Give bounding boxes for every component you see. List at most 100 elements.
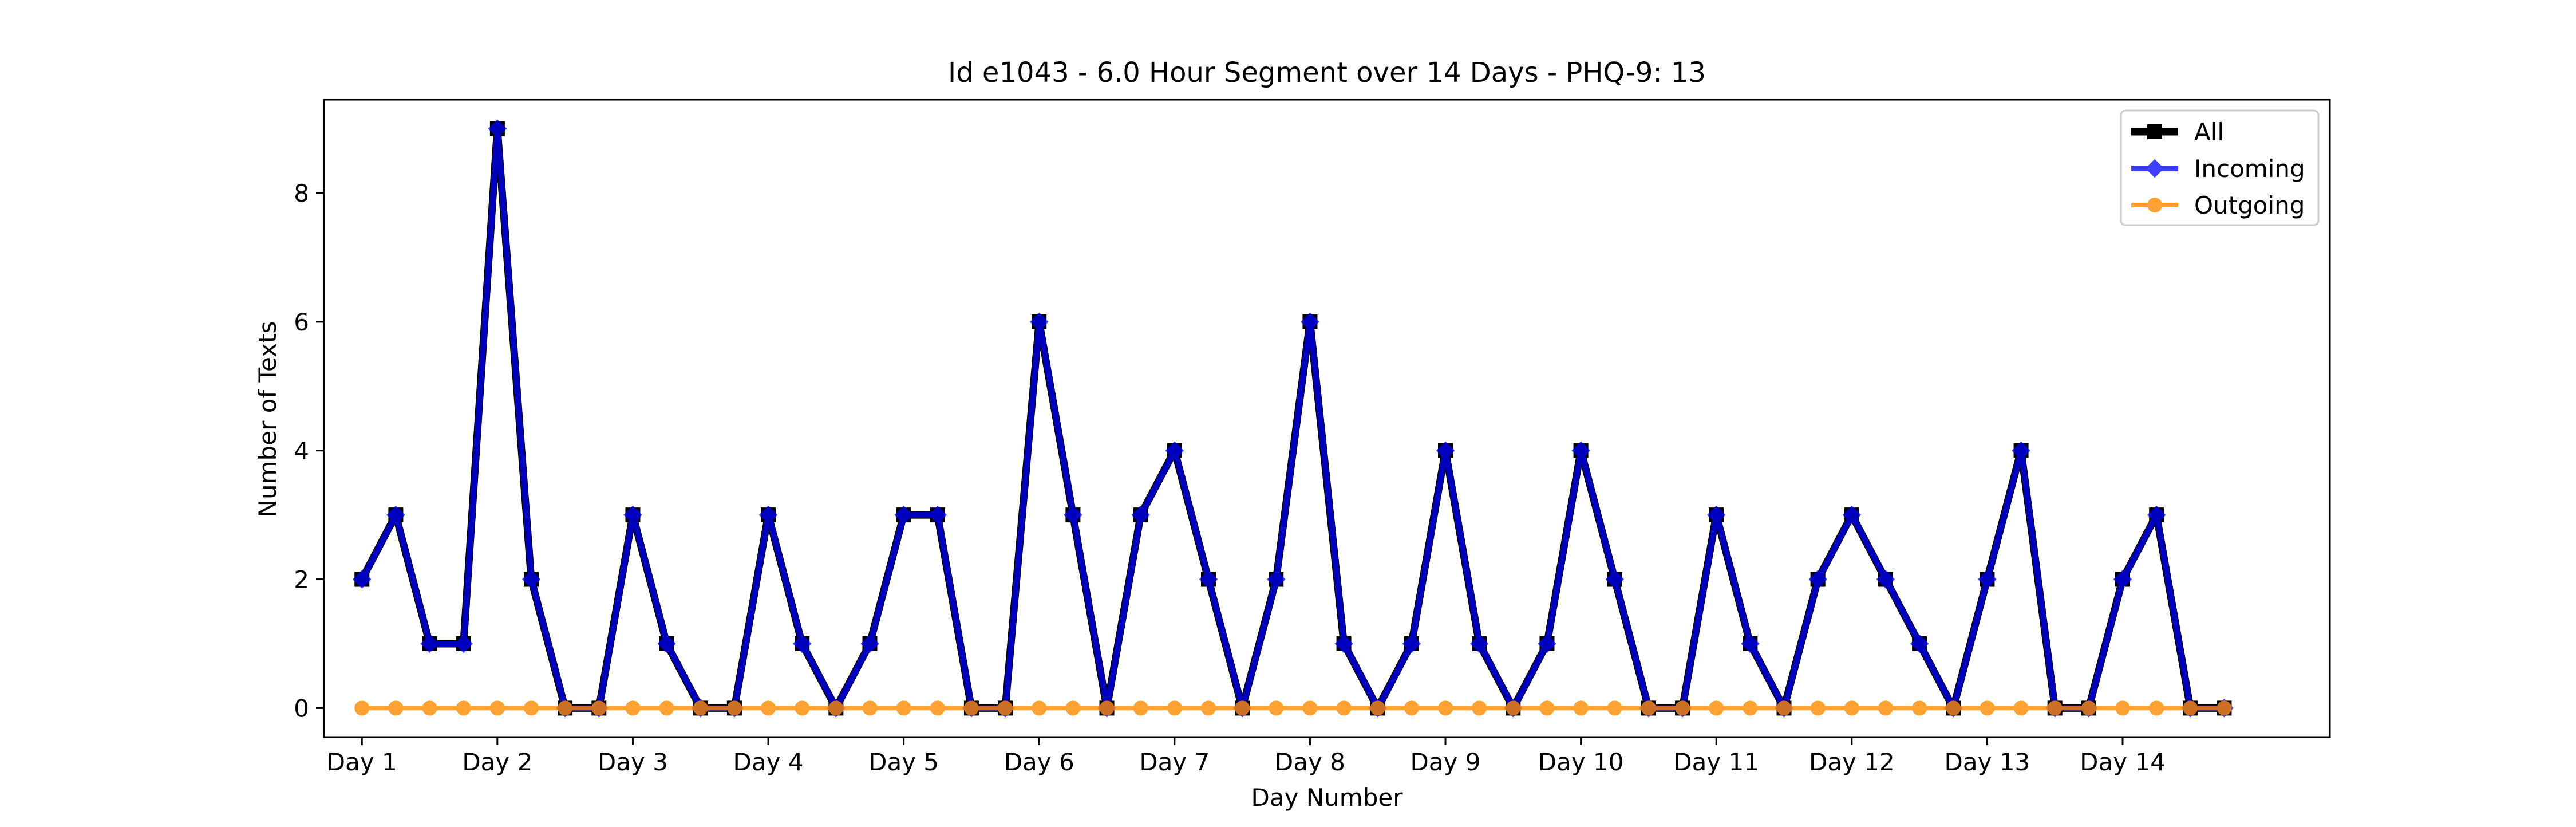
data-point-outgoing: [963, 700, 979, 716]
x-tick-label: Day 12: [1809, 748, 1895, 776]
data-point-outgoing: [1506, 700, 1521, 716]
x-tick-label: Day 10: [1538, 748, 1624, 776]
data-point-outgoing: [558, 700, 573, 716]
data-point-outgoing: [456, 700, 471, 716]
y-axis-label: Number of Texts: [254, 321, 282, 518]
data-point-outgoing: [1302, 700, 1318, 716]
y-tick-label: 6: [294, 308, 309, 336]
x-tick-label: Day 7: [1139, 748, 1210, 776]
data-point-outgoing: [1133, 700, 1148, 716]
x-tick-label: Day 3: [598, 748, 668, 776]
x-tick-label: Day 9: [1411, 748, 1481, 776]
data-point-outgoing: [1167, 700, 1182, 716]
data-point-outgoing: [388, 700, 404, 716]
axes-frame: [323, 99, 2331, 738]
data-point-outgoing: [862, 700, 878, 716]
data-point-incoming: [2113, 570, 2132, 589]
chart-title: Id e1043 - 6.0 Hour Segment over 14 Days…: [948, 57, 1706, 89]
data-point-incoming: [1571, 441, 1590, 460]
data-point-incoming: [1267, 570, 1286, 589]
legend-item: [2131, 159, 2178, 178]
x-axis-label: Day Number: [1251, 783, 1403, 812]
data-point-outgoing: [1370, 700, 1385, 716]
data-point-outgoing: [625, 700, 641, 716]
data-point-outgoing: [1912, 700, 1927, 716]
data-point-outgoing: [1235, 700, 1250, 716]
data-point-outgoing: [422, 700, 437, 716]
data-point-outgoing: [659, 700, 674, 716]
data-point-outgoing: [354, 700, 370, 716]
data-point-outgoing: [1438, 700, 1453, 716]
data-point-incoming: [792, 634, 812, 653]
data-point-outgoing: [1844, 700, 1859, 716]
y-tick-label: 0: [294, 694, 309, 722]
data-point-incoming: [521, 570, 541, 589]
data-point-incoming: [1842, 505, 1862, 525]
data-point-outgoing: [1743, 700, 1758, 716]
data-point-outgoing: [591, 700, 607, 716]
data-point-outgoing: [523, 700, 539, 716]
data-point-incoming: [1064, 505, 1082, 525]
data-point-outgoing: [1539, 700, 1555, 716]
data-point-incoming: [1131, 505, 1150, 525]
data-point-incoming: [1808, 570, 1827, 589]
legend-label: All: [2194, 118, 2224, 146]
legend-item: [2131, 198, 2178, 212]
data-point-outgoing: [1032, 700, 1047, 716]
data-point-outgoing: [2013, 700, 2029, 716]
x-tick-label: Day 1: [327, 748, 397, 776]
legend-label: Outgoing: [2194, 191, 2305, 219]
data-point-incoming: [623, 505, 642, 525]
data-point-incoming: [1436, 441, 1455, 460]
legend-swatch-marker: [2147, 124, 2162, 139]
data-point-incoming: [1402, 634, 1421, 653]
data-point-outgoing: [2149, 700, 2164, 716]
data-point-incoming: [454, 634, 473, 653]
data-point-incoming: [894, 505, 913, 525]
data-point-outgoing: [896, 700, 911, 716]
data-point-outgoing: [1269, 700, 1284, 716]
data-point-outgoing: [1404, 700, 1419, 716]
legend-frame: [2120, 109, 2320, 226]
data-point-incoming: [1538, 634, 1556, 653]
data-point-outgoing: [2115, 700, 2131, 716]
data-point-incoming: [386, 505, 405, 525]
data-point-incoming: [1029, 312, 1049, 332]
legend-label: Incoming: [2194, 155, 2305, 183]
data-point-outgoing: [1200, 700, 1216, 716]
data-point-incoming: [420, 634, 439, 653]
data-point-incoming: [1706, 505, 1726, 525]
data-point-incoming: [2012, 441, 2030, 460]
data-point-outgoing: [726, 700, 742, 716]
series-outgoing: [354, 700, 2232, 716]
data-point-incoming: [1165, 441, 1184, 460]
data-point-incoming: [1876, 570, 1895, 589]
y-tick-label: 4: [294, 437, 309, 465]
x-tick-label: Day 11: [1673, 748, 1759, 776]
data-point-outgoing: [693, 700, 708, 716]
data-point-outgoing: [2081, 700, 2096, 716]
data-point-outgoing: [1980, 700, 1995, 716]
data-point-incoming: [352, 570, 372, 589]
data-point-outgoing: [489, 700, 505, 716]
data-point-outgoing: [1641, 700, 1656, 716]
legend: All Incoming Outgoing: [2120, 109, 2320, 226]
data-point-outgoing: [828, 700, 844, 716]
data-point-outgoing: [1878, 700, 1893, 716]
y-tick-label: 2: [294, 566, 309, 594]
data-point-outgoing: [795, 700, 810, 716]
data-point-outgoing: [1573, 700, 1589, 716]
data-point-outgoing: [1065, 700, 1081, 716]
data-point-incoming: [1469, 634, 1489, 653]
data-point-outgoing: [1336, 700, 1352, 716]
data-point-incoming: [1199, 570, 1218, 589]
data-point-incoming: [860, 634, 879, 653]
data-point-incoming: [1910, 634, 1929, 653]
x-tick-label: Day 13: [1945, 748, 2030, 776]
data-point-outgoing: [1675, 700, 1690, 716]
data-point-incoming: [1605, 570, 1625, 589]
series-line-incoming: [359, 125, 2225, 711]
data-point-outgoing: [1472, 700, 1487, 716]
data-point-incoming: [1978, 570, 1997, 589]
